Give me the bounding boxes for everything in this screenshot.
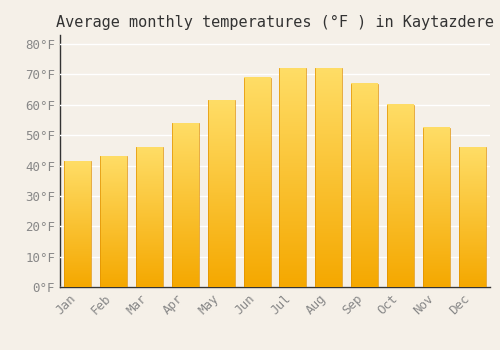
Title: Average monthly temperatures (°F ) in Kaytazdere: Average monthly temperatures (°F ) in Ka… [56, 15, 494, 30]
